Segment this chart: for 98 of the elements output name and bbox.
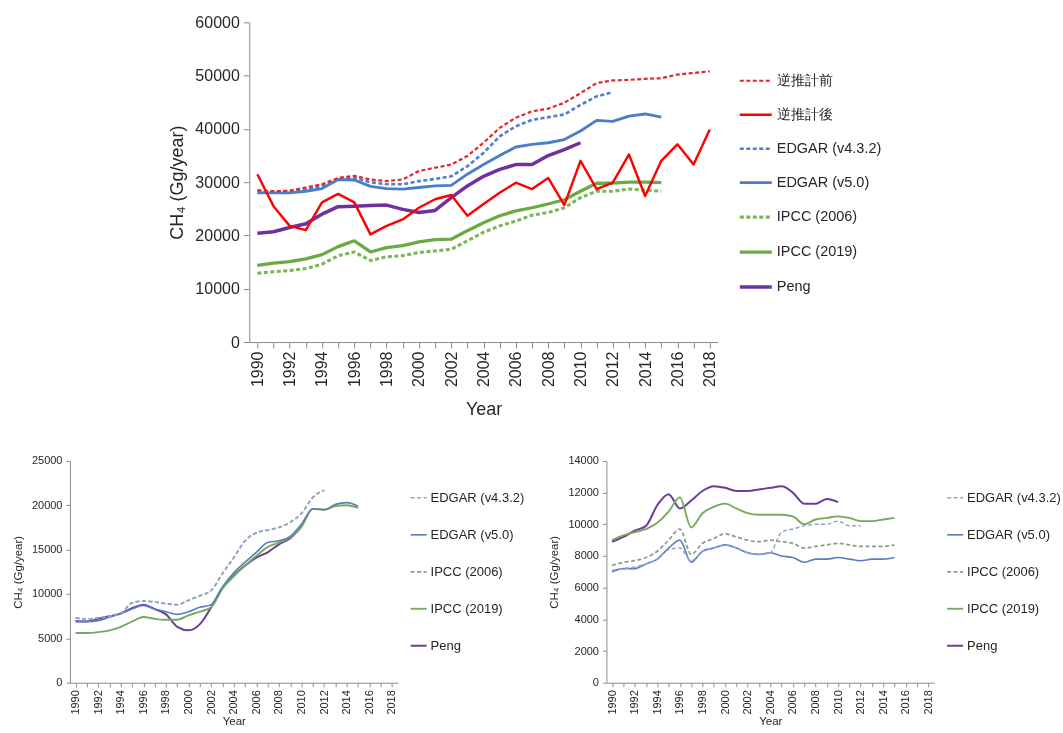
y-tick-label: 2000 <box>574 644 599 657</box>
legend-label: Peng <box>776 278 811 295</box>
y-tick-label: 60000 <box>195 13 240 31</box>
x-tick-label: 2012 <box>854 690 867 715</box>
line-series <box>256 70 711 193</box>
x-tick-label: 1992 <box>281 351 299 388</box>
line-series <box>611 485 840 543</box>
line-series <box>611 539 896 573</box>
legend-label: IPCC (2019) <box>430 600 503 616</box>
x-axis-title: Year <box>222 714 247 727</box>
x-tick-label: 2016 <box>668 351 686 388</box>
x-tick-label: 1996 <box>136 690 149 715</box>
x-tick-label: 2010 <box>571 351 589 388</box>
x-tick-label: 2002 <box>442 351 460 388</box>
x-tick-label: 1998 <box>159 690 172 715</box>
x-tick-label: 2018 <box>921 690 934 715</box>
x-tick-label: 2006 <box>249 690 262 715</box>
x-tick-label: 2008 <box>808 690 821 715</box>
x-axis-title: Year <box>465 399 503 420</box>
x-tick-label: 1994 <box>650 690 663 715</box>
y-tick-label: 6000 <box>574 581 599 594</box>
legend-label: EDGAR (v5.0) <box>776 173 870 190</box>
x-tick-label: 1990 <box>605 690 618 715</box>
legend-label: IPCC (2019) <box>776 243 858 260</box>
x-tick-label: 1994 <box>313 351 331 388</box>
y-axis-title: CH₄ (Gg/year) <box>548 535 561 609</box>
legend-label: EDGAR (v4.3.2) <box>430 489 525 505</box>
x-tick-label: 2016 <box>899 690 912 715</box>
x-tick-label: 2014 <box>876 690 889 715</box>
legend-label: Peng <box>967 637 998 653</box>
legend-label: Peng <box>430 637 461 653</box>
legend-label: IPCC (2006) <box>776 208 858 225</box>
legend-label: 逆推計後 <box>776 105 833 122</box>
line-series <box>74 489 325 620</box>
x-tick-label: 2014 <box>340 690 353 715</box>
y-tick-label: 50000 <box>195 67 240 85</box>
line-series <box>256 128 711 236</box>
y-tick-label: 20000 <box>31 498 63 511</box>
x-tick-label: 2010 <box>295 690 308 715</box>
x-tick-label: 1990 <box>69 690 82 715</box>
y-tick-label: 40000 <box>195 120 240 138</box>
y-tick-label: 10000 <box>568 517 599 530</box>
line-series <box>611 520 862 571</box>
x-tick-label: 2012 <box>317 690 330 715</box>
y-tick-label: 0 <box>592 676 599 689</box>
y-tick-label: 10000 <box>31 587 63 600</box>
x-tick-label: 2004 <box>763 690 776 715</box>
x-tick-label: 2004 <box>227 690 240 715</box>
y-tick-label: 12000 <box>568 486 599 499</box>
legend-label: 逆推計前 <box>776 71 833 88</box>
x-tick-label: 2008 <box>272 690 285 715</box>
legend-label: IPCC (2019) <box>967 600 1040 616</box>
x-tick-label: 2006 <box>786 690 799 715</box>
x-tick-label: 2008 <box>539 351 557 388</box>
y-tick-label: 10000 <box>195 280 240 298</box>
x-tick-label: 2002 <box>204 690 217 715</box>
x-tick-label: 1994 <box>114 690 127 715</box>
legend-label: IPCC (2006) <box>967 563 1040 579</box>
legend-label: EDGAR (v5.0) <box>430 526 514 542</box>
y-tick-label: 14000 <box>568 454 599 467</box>
legend-label: IPCC (2006) <box>430 563 503 579</box>
y-tick-label: 0 <box>230 333 240 351</box>
x-tick-label: 2016 <box>362 690 375 715</box>
line-series <box>255 180 663 267</box>
y-axis-title: CH₄ (Gg/year) <box>167 125 188 240</box>
y-tick-label: 30000 <box>195 173 240 191</box>
line-series <box>611 528 896 567</box>
x-tick-label: 2018 <box>701 351 719 388</box>
x-tick-label: 2012 <box>604 351 622 388</box>
x-tick-label: 1996 <box>673 690 686 715</box>
x-tick-label: 1996 <box>345 351 363 388</box>
x-tick-label: 2000 <box>718 690 731 715</box>
x-tick-label: 2006 <box>507 351 525 388</box>
legend-label: EDGAR (v4.3.2) <box>776 139 882 156</box>
x-tick-label: 2004 <box>475 351 493 388</box>
y-tick-label: 8000 <box>574 549 599 562</box>
x-tick-label: 2002 <box>741 690 754 715</box>
x-tick-label: 1998 <box>695 690 708 715</box>
y-tick-label: 4000 <box>574 612 599 625</box>
y-axis-title: CH₄ (Gg/year) <box>11 535 24 609</box>
x-tick-label: 2014 <box>636 351 654 388</box>
y-tick-label: 20000 <box>195 226 240 244</box>
line-series <box>611 496 896 542</box>
x-tick-label: 2018 <box>385 690 398 715</box>
x-tick-label: 1992 <box>628 690 641 715</box>
legend-label: EDGAR (v4.3.2) <box>967 489 1061 505</box>
x-tick-label: 1992 <box>91 690 104 715</box>
legend-label: EDGAR (v5.0) <box>967 526 1050 542</box>
x-tick-label: 1990 <box>248 351 266 388</box>
y-tick-label: 15000 <box>31 543 63 556</box>
y-tick-label: 25000 <box>31 454 63 467</box>
y-tick-label: 0 <box>56 676 63 689</box>
y-tick-label: 5000 <box>38 631 63 644</box>
x-axis-title: Year <box>759 714 783 727</box>
line-series <box>255 140 583 236</box>
x-tick-label: 2000 <box>410 351 428 388</box>
x-tick-label: 1998 <box>378 351 396 388</box>
x-tick-label: 2010 <box>831 690 844 715</box>
